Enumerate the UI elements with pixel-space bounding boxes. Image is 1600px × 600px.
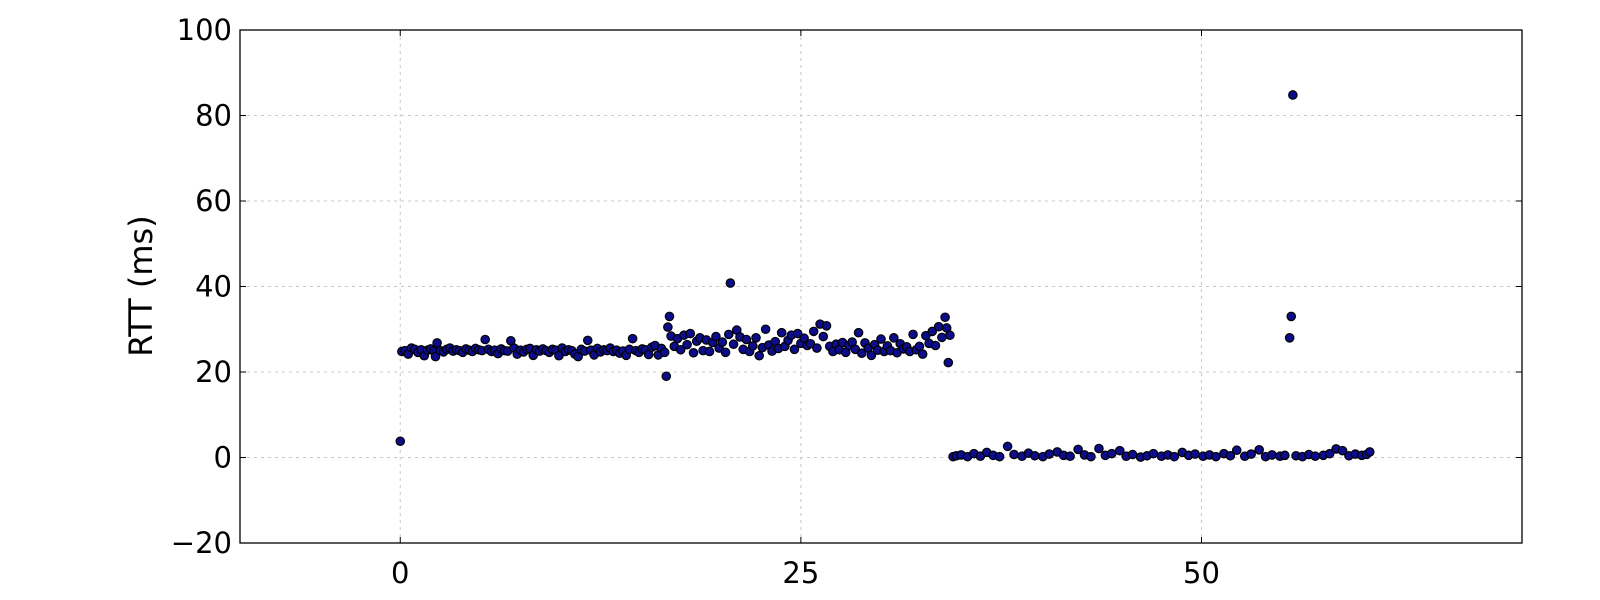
data-point	[1190, 449, 1200, 459]
data-point	[711, 331, 721, 342]
data-point	[1280, 450, 1290, 461]
data-point	[1246, 449, 1256, 459]
data-point	[751, 332, 761, 343]
data-point	[1337, 445, 1348, 456]
data-point	[723, 329, 734, 340]
data-point	[1310, 451, 1321, 462]
y-tick-label: 20	[195, 355, 232, 389]
data-point	[682, 339, 692, 350]
data-point	[1364, 447, 1375, 457]
data-point	[821, 321, 832, 331]
data-point	[889, 332, 899, 343]
data-point	[1114, 445, 1125, 456]
grid-lines	[240, 30, 1522, 543]
data-point	[1030, 450, 1040, 461]
data-point	[1065, 451, 1075, 462]
data-point	[1324, 448, 1335, 459]
data-point	[663, 322, 673, 332]
data-point	[1073, 444, 1083, 455]
data-point	[945, 330, 955, 341]
data-point	[688, 347, 699, 358]
data-point	[1169, 451, 1180, 462]
data-point	[917, 349, 928, 359]
data-point	[1106, 448, 1117, 459]
data-point	[1288, 90, 1298, 100]
data-point	[866, 350, 877, 361]
data-point	[943, 357, 954, 368]
data-point	[1086, 451, 1096, 462]
data-point	[675, 344, 686, 355]
x-tick-label: 0	[391, 556, 409, 590]
data-point	[808, 326, 819, 337]
data-point	[812, 343, 822, 353]
data-point	[1009, 449, 1019, 460]
data-point	[789, 344, 800, 355]
data-point	[760, 324, 771, 335]
data-point	[1044, 449, 1055, 459]
x-tick-label: 25	[782, 556, 819, 590]
data-point	[754, 350, 765, 361]
data-point	[792, 328, 803, 339]
data-point	[1127, 449, 1138, 460]
data-point	[480, 334, 490, 345]
data-point	[685, 328, 696, 339]
data-point	[940, 312, 950, 323]
y-tick-label: 80	[195, 99, 232, 133]
data-point	[856, 348, 867, 358]
data-point	[1148, 448, 1159, 459]
data-point	[1284, 332, 1295, 343]
y-tick-label: −20	[171, 526, 232, 560]
y-tick-label: 60	[195, 184, 232, 218]
data-point	[930, 340, 941, 351]
data-point	[1225, 450, 1236, 461]
data-point	[818, 331, 829, 342]
data-point	[395, 436, 406, 447]
data-point	[1254, 445, 1264, 455]
data-point	[741, 334, 752, 345]
data-point	[805, 338, 816, 349]
data-point	[1094, 443, 1104, 454]
tick-labels: 0 25 50 −20 0 20 40 60 80 100	[171, 13, 1220, 590]
data-point	[1286, 311, 1297, 322]
data-points	[395, 90, 1375, 462]
y-tick-label: 40	[195, 270, 232, 304]
data-point	[908, 329, 918, 340]
data-point	[1211, 451, 1221, 462]
data-point	[994, 451, 1005, 462]
data-point	[720, 347, 731, 358]
data-point	[1267, 450, 1277, 460]
data-point	[659, 347, 670, 358]
data-point	[704, 346, 715, 357]
data-point	[1231, 445, 1242, 456]
data-point	[627, 333, 638, 344]
y-tick-label: 0	[214, 441, 232, 475]
data-point	[776, 327, 787, 338]
data-point	[937, 332, 947, 343]
x-tick-label: 50	[1183, 556, 1220, 590]
data-point	[728, 339, 739, 350]
data-point	[927, 326, 938, 337]
data-point	[747, 341, 758, 351]
data-point	[664, 311, 675, 322]
data-point	[1002, 441, 1013, 452]
axis-ticks	[240, 29, 1522, 544]
data-point	[853, 327, 864, 338]
data-point	[661, 371, 672, 382]
data-point	[582, 335, 593, 346]
y-axis-label: RTT (ms)	[122, 215, 160, 356]
data-point	[725, 278, 736, 288]
data-point	[933, 321, 944, 332]
data-point	[876, 334, 886, 344]
data-point	[717, 337, 728, 347]
plot-frame	[239, 29, 1523, 544]
y-tick-label: 100	[177, 13, 232, 47]
